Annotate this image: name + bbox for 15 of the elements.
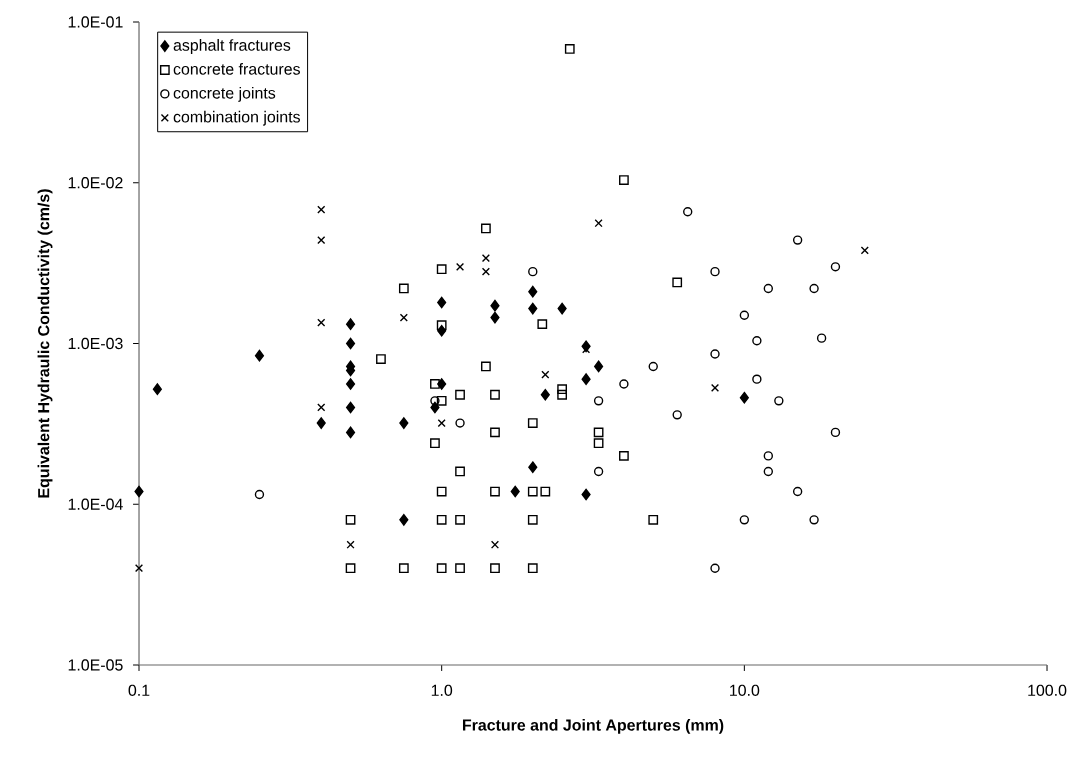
legend-label: combination joints (173, 110, 300, 126)
y-tick-label: 1.0E-04 (68, 498, 123, 510)
y-tick-label: 1.0E-03 (68, 337, 123, 350)
y-tick-label: 1.0E-05 (68, 659, 123, 671)
y-axis-title: Equivalent Hydraulic Conductivity (cm/s) (37, 189, 53, 498)
legend-label: concrete joints (173, 86, 276, 102)
x-tick-label: 1.0 (431, 684, 453, 696)
x-tick-label: 10.0 (730, 684, 760, 696)
y-tick-label: 1.0E-02 (68, 177, 123, 189)
x-tick-label: 0.1 (128, 684, 150, 696)
legend-label: asphalt fractures (173, 39, 291, 54)
y-tick-label: 1.0E-01 (68, 16, 123, 28)
x-tick-label: 100.0 (1028, 684, 1067, 696)
legend-label: concrete fractures (173, 63, 300, 75)
x-axis-title: Fracture and Joint Apertures (mm) (462, 719, 724, 734)
